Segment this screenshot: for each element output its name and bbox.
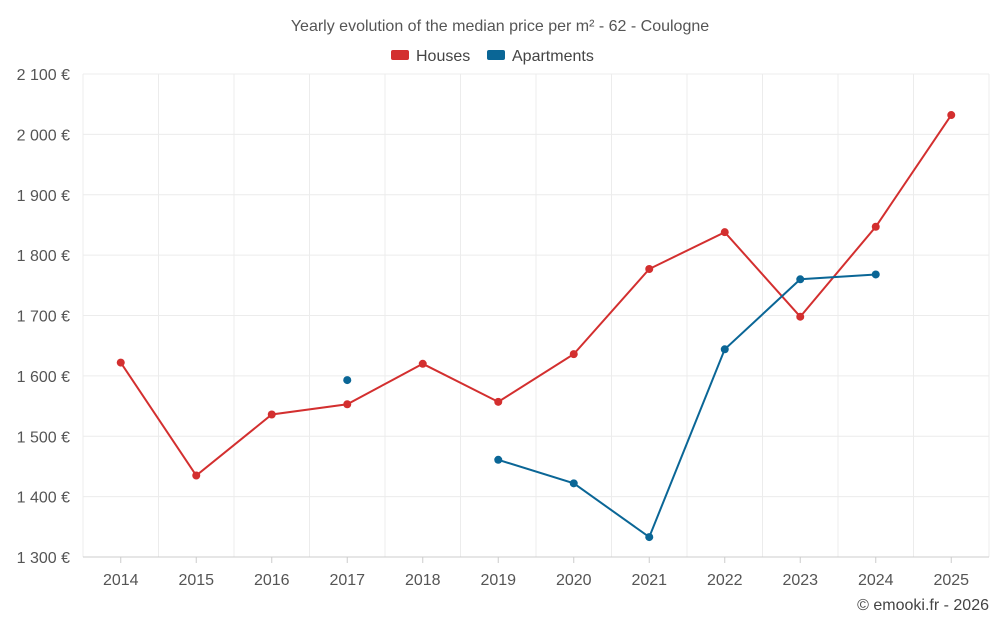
y-tick-label: 1 900 € <box>17 188 70 205</box>
x-tick-label: 2023 <box>782 572 818 589</box>
x-tick-label: 2021 <box>631 572 667 589</box>
legend: Houses Apartments <box>391 48 594 65</box>
data-point-houses <box>116 358 125 367</box>
data-point-apartments <box>645 533 654 542</box>
legend-swatch-apartments <box>487 50 505 60</box>
data-point-apartments <box>871 270 880 279</box>
data-point-houses <box>418 359 427 368</box>
legend-label-apartments: Apartments <box>512 48 594 65</box>
y-tick-label: 1 300 € <box>17 550 70 567</box>
axes: 1 300 € 1 400 € 1 500 € 1 600 € 1 700 € 1 800… <box>17 67 989 589</box>
data-point-apartments <box>720 345 729 354</box>
series-line-houses <box>119 114 953 477</box>
series-apartments <box>343 270 880 542</box>
y-tick-label: 1 500 € <box>17 429 70 446</box>
x-tick-label: 2025 <box>933 572 969 589</box>
y-tick-label: 1 800 € <box>17 248 70 265</box>
data-point-houses <box>343 400 352 409</box>
data-point-houses <box>796 312 805 321</box>
chart-title: Yearly evolution of the median price per… <box>291 18 709 35</box>
y-tick-label: 1 600 € <box>17 369 70 386</box>
y-tick-label: 2 000 € <box>17 127 70 144</box>
x-tick-label: 2020 <box>556 572 592 589</box>
data-point-houses <box>871 222 880 231</box>
y-tick-label: 2 100 € <box>17 67 70 84</box>
y-tick-label: 1 400 € <box>17 490 70 507</box>
x-tick-label: 2024 <box>858 572 894 589</box>
data-point-apartments <box>343 376 352 385</box>
data-point-apartments <box>494 455 503 464</box>
legend-label-houses: Houses <box>416 48 470 65</box>
x-tick-label: 2014 <box>103 572 139 589</box>
data-point-houses <box>947 111 956 120</box>
x-tick-label: 2022 <box>707 572 743 589</box>
x-tick-label: 2018 <box>405 572 441 589</box>
series-houses <box>116 111 956 480</box>
credit-text: © emooki.fr - 2026 <box>857 597 989 614</box>
x-tick-label: 2019 <box>480 572 516 589</box>
legend-item-houses: Houses <box>391 48 470 65</box>
data-point-houses <box>192 471 201 480</box>
series <box>116 111 956 542</box>
y-tick-label: 1 700 € <box>17 309 70 326</box>
x-tick-label: 2017 <box>329 572 365 589</box>
legend-item-apartments: Apartments <box>487 48 594 65</box>
x-tick-label: 2015 <box>178 572 214 589</box>
grid <box>82 73 990 557</box>
series-line-apartments <box>497 273 876 539</box>
x-tick-label: 2016 <box>254 572 290 589</box>
data-point-houses <box>569 350 578 359</box>
data-point-apartments <box>796 275 805 284</box>
data-point-houses <box>494 397 503 406</box>
data-point-houses <box>720 228 729 237</box>
data-point-houses <box>267 410 276 419</box>
data-point-houses <box>645 265 654 274</box>
legend-swatch-houses <box>391 50 409 60</box>
data-point-apartments <box>569 479 578 488</box>
